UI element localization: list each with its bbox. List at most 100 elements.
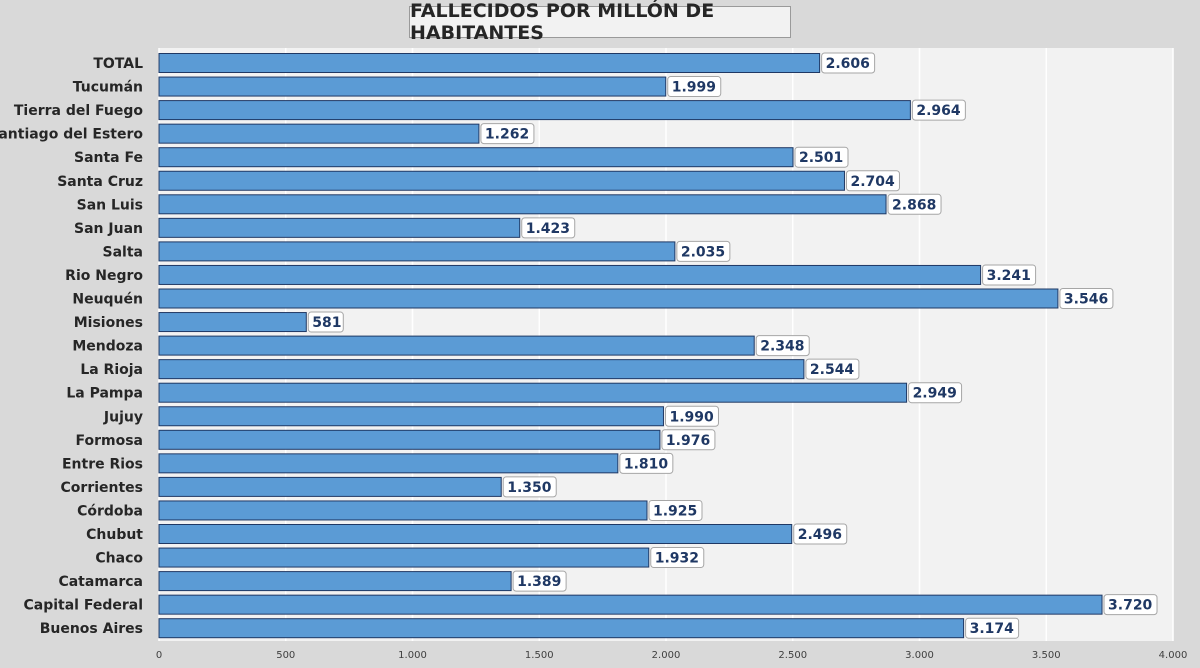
- bar: [158, 312, 307, 333]
- category-label: Santa Cruz: [57, 174, 143, 190]
- data-label-box: [982, 264, 1037, 286]
- data-label: 2.949: [913, 386, 957, 402]
- category-label: La Pampa: [66, 386, 143, 402]
- data-label-box: [1103, 594, 1158, 616]
- bar: [158, 53, 821, 73]
- bar: [158, 123, 480, 144]
- category-label: Formosa: [75, 433, 143, 449]
- data-label: 1.262: [485, 127, 529, 143]
- data-label-box: [908, 382, 963, 404]
- category-label: La Rioja: [80, 362, 143, 378]
- x-tick-label: 1.500: [525, 650, 554, 661]
- bar: [158, 194, 887, 215]
- data-label: 2.544: [810, 362, 855, 378]
- data-label: 2.964: [916, 103, 961, 119]
- bar: [158, 359, 805, 380]
- x-tick-label: 3.500: [1032, 650, 1061, 661]
- bar: [158, 264, 982, 285]
- data-label-box: [502, 476, 557, 498]
- category-label: Santa Fe: [74, 150, 143, 166]
- bar: [158, 241, 676, 262]
- data-label: 2.868: [892, 197, 936, 213]
- x-tick-label: 1.000: [398, 650, 427, 661]
- bar: [158, 476, 502, 497]
- bar: [158, 429, 661, 450]
- data-label: 1.932: [655, 551, 699, 567]
- data-label: 3.720: [1108, 598, 1153, 614]
- x-tick-label: 500: [276, 650, 295, 661]
- data-label-box: [821, 52, 876, 74]
- category-label: TOTAL: [93, 56, 143, 72]
- bar: [158, 147, 794, 168]
- bar: [158, 500, 648, 521]
- data-label-box: [667, 76, 722, 98]
- bar: [158, 618, 965, 639]
- bar: [158, 524, 793, 544]
- category-label: Santiago del Estero: [0, 127, 143, 143]
- bar: [158, 335, 755, 356]
- bar: [158, 170, 845, 191]
- bar: [158, 217, 521, 238]
- x-tick-label: 0: [156, 650, 162, 661]
- bar: [158, 382, 908, 403]
- chart-title: FALLECIDOS POR MILLÓN DE HABITANTES: [409, 0, 791, 44]
- data-label-box: [887, 193, 942, 215]
- data-label: 2.704: [850, 174, 895, 190]
- data-label-box: [648, 499, 703, 521]
- category-label: Misiones: [74, 315, 143, 331]
- data-label-box: [619, 452, 674, 474]
- category-label: Tucumán: [73, 80, 143, 96]
- data-label-box: [794, 146, 849, 168]
- category-label: Mendoza: [72, 339, 143, 355]
- data-label-box: [307, 311, 344, 333]
- data-label: 1.990: [669, 409, 714, 425]
- data-label-box: [755, 335, 810, 357]
- x-tick-label: 3.000: [905, 650, 934, 661]
- data-label: 1.389: [517, 574, 561, 590]
- data-label-box: [650, 547, 705, 569]
- category-label: Neuquén: [72, 292, 143, 308]
- category-label: Capital Federal: [23, 598, 143, 614]
- category-label: San Luis: [77, 197, 143, 213]
- category-label: Jujuy: [103, 409, 143, 425]
- bar: [158, 288, 1059, 309]
- data-label: 1.350: [507, 480, 552, 496]
- data-label: 3.546: [1064, 292, 1108, 308]
- data-label-box: [911, 99, 966, 121]
- data-label-box: [512, 570, 567, 592]
- data-label-box: [1059, 288, 1114, 309]
- category-label: Chaco: [95, 551, 143, 567]
- bar: [158, 594, 1103, 615]
- category-label: Salta: [103, 244, 143, 260]
- data-label-box: [661, 429, 716, 451]
- bar: [158, 76, 667, 97]
- data-label-box: [793, 523, 848, 545]
- data-label: 1.999: [672, 80, 716, 96]
- data-label: 1.925: [653, 503, 697, 519]
- bar: [158, 406, 664, 427]
- category-label: Entre Rios: [62, 456, 143, 472]
- category-label: Chubut: [86, 527, 143, 543]
- data-label: 2.496: [798, 527, 842, 543]
- data-label-box: [480, 123, 535, 145]
- data-label-box: [845, 170, 900, 192]
- data-label: 1.810: [624, 456, 669, 472]
- data-label: 2.348: [760, 339, 804, 355]
- x-tick-label: 2.500: [778, 650, 807, 661]
- category-label: Catamarca: [58, 574, 143, 590]
- data-label: 3.174: [970, 621, 1015, 637]
- bar: [158, 453, 619, 474]
- data-label: 581: [312, 315, 341, 331]
- data-label: 1.423: [526, 221, 570, 237]
- data-label: 3.241: [987, 268, 1031, 284]
- category-label: Rio Negro: [65, 268, 143, 284]
- data-label-box: [965, 617, 1020, 639]
- category-label: San Juan: [74, 221, 143, 237]
- x-tick-label: 4.000: [1159, 650, 1188, 661]
- data-label: 2.501: [799, 150, 843, 166]
- data-label: 2.606: [826, 56, 870, 72]
- bar: [158, 571, 512, 592]
- category-label: Buenos Aires: [40, 621, 143, 637]
- bar: [158, 100, 911, 121]
